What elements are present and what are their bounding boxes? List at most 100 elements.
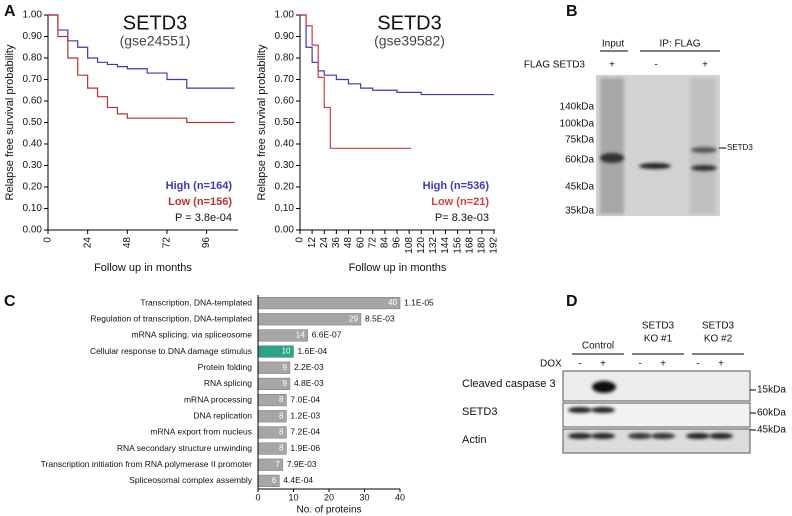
marker: 100kDa [560,119,595,130]
y-tick-label: 0.40 [23,139,43,150]
lane-header: Input [602,39,624,50]
p-value: 4.8E-03 [294,378,324,388]
value-label: 8 [279,444,284,453]
x-tick-label: 108 [404,237,415,254]
x-tick-label: 24 [82,237,93,249]
marker: 75kDa [565,135,594,146]
lane-smear [600,78,624,214]
y-tick-label: 0.50 [275,117,295,128]
x-tick-label: 156 [452,237,463,254]
band [600,153,624,163]
y-tick-label: 0.30 [275,160,295,171]
row-label: FLAG SETD3 [524,60,586,71]
p-value: 1.6E-04 [298,346,328,356]
legend-entry: Low (n=21) [431,196,489,208]
band [591,407,615,413]
value-label: 9 [282,363,287,372]
x-tick-label: 180 [477,237,488,254]
x-tick-label: 12 [307,237,318,249]
blot-b: Input IP: FLAG FLAG SETD3 + - + 140kDa 1… [524,39,753,217]
marker: 45kDa [565,182,594,193]
value-label: 8 [279,428,284,437]
survival-curve [48,14,235,124]
row-label: SETD3 [462,406,497,418]
blot-row [562,402,751,428]
band [639,163,671,169]
blot-row [562,370,751,402]
x-tick-label: 20 [324,492,334,502]
category-label: Cellular response to DNA damage stimulus [90,346,252,356]
p-value: 1.1E-05 [404,297,434,307]
chart-subtitle: (gse24551) [120,33,191,49]
x-tick-label: 30 [359,492,369,502]
panel-label: A [4,3,16,20]
chart-title: SETD3 [123,12,187,34]
size-label: 15kDa [757,385,786,396]
group-header: SETD3 [702,321,735,332]
row-label: DOX [540,359,562,370]
x-tick-label: 36 [331,237,342,249]
category-label: RNA secondary structure unwinding [117,443,252,453]
x-tick-label: 10 [288,492,298,502]
size-label: 45kDa [757,425,786,436]
bar [257,313,362,326]
panel-label: B [566,3,578,20]
band [691,165,717,171]
y-tick-label: 0.80 [275,53,295,64]
marker: 60kDa [565,155,594,166]
group-header: KO #1 [644,334,673,345]
x-tick-label: 72 [162,237,173,249]
p-value: 7.9E-03 [287,459,317,469]
y-axis-label: Relapse free survival probability [4,44,16,200]
band-label: SETD3 [727,143,753,152]
x-tick-label: 120 [416,237,427,254]
y-tick-label: 0.90 [275,31,295,42]
blot-d: Control SETD3 KO #1 SETD3 KO #2 DOX - + … [462,321,786,454]
value-label: 6 [272,476,277,485]
lane-smear [690,78,716,214]
band [591,433,615,439]
annotation: P= 8.3e-03 [435,212,489,224]
x-tick-label: 0 [255,492,260,502]
x-tick-label: 96 [201,237,212,249]
survival-curve [300,14,494,96]
panel-label: D [566,293,578,310]
x-axis-label: Follow up in months [94,262,192,274]
row-label: Actin [462,434,486,446]
band [709,433,733,439]
x-tick-label: 48 [343,237,354,249]
y-tick-label: 1.00 [23,10,43,21]
x-tick-label: 72 [367,237,378,249]
y-tick-label: 0.70 [23,74,43,85]
p-value: 7.2E-04 [290,427,320,437]
x-tick-label: 192 [489,237,500,254]
value-label: 9 [282,379,287,388]
x-tick-label: 40 [395,492,405,502]
category-label: Regulation of transcription, DNA-templat… [90,314,252,324]
category-label: Protein folding [198,362,253,372]
y-tick-label: 1.00 [275,10,295,21]
x-axis-label: No. of proteins [296,505,361,516]
value-label: 40 [388,298,397,307]
y-tick-label: 0.20 [23,182,43,193]
y-tick-label: 0.50 [23,117,43,128]
y-tick-label: 0.90 [23,31,43,42]
legend-entry: High (n=536) [423,180,490,192]
value-label: 29 [349,314,358,323]
legend-entry: High (n=164) [166,180,233,192]
y-tick-label: 0.00 [275,225,295,236]
p-value: 1.9E-06 [290,443,320,453]
marker: 140kDa [560,102,595,113]
x-tick-label: 84 [380,237,391,249]
sign: + [660,359,666,370]
y-tick-label: 0.10 [275,203,295,214]
category-label: DNA replication [193,411,252,421]
legend-entry: Low (n=156) [168,196,232,208]
chart-title: SETD3 [377,12,441,34]
category-label: mRNA splicing, via spliceosome [132,330,253,340]
x-tick-label: 24 [319,237,330,249]
sign: + [702,60,708,71]
p-value: 6.6E-07 [312,330,342,340]
chart-subtitle: (gse39582) [374,33,445,49]
annotation: P = 3.8e-04 [175,212,232,224]
